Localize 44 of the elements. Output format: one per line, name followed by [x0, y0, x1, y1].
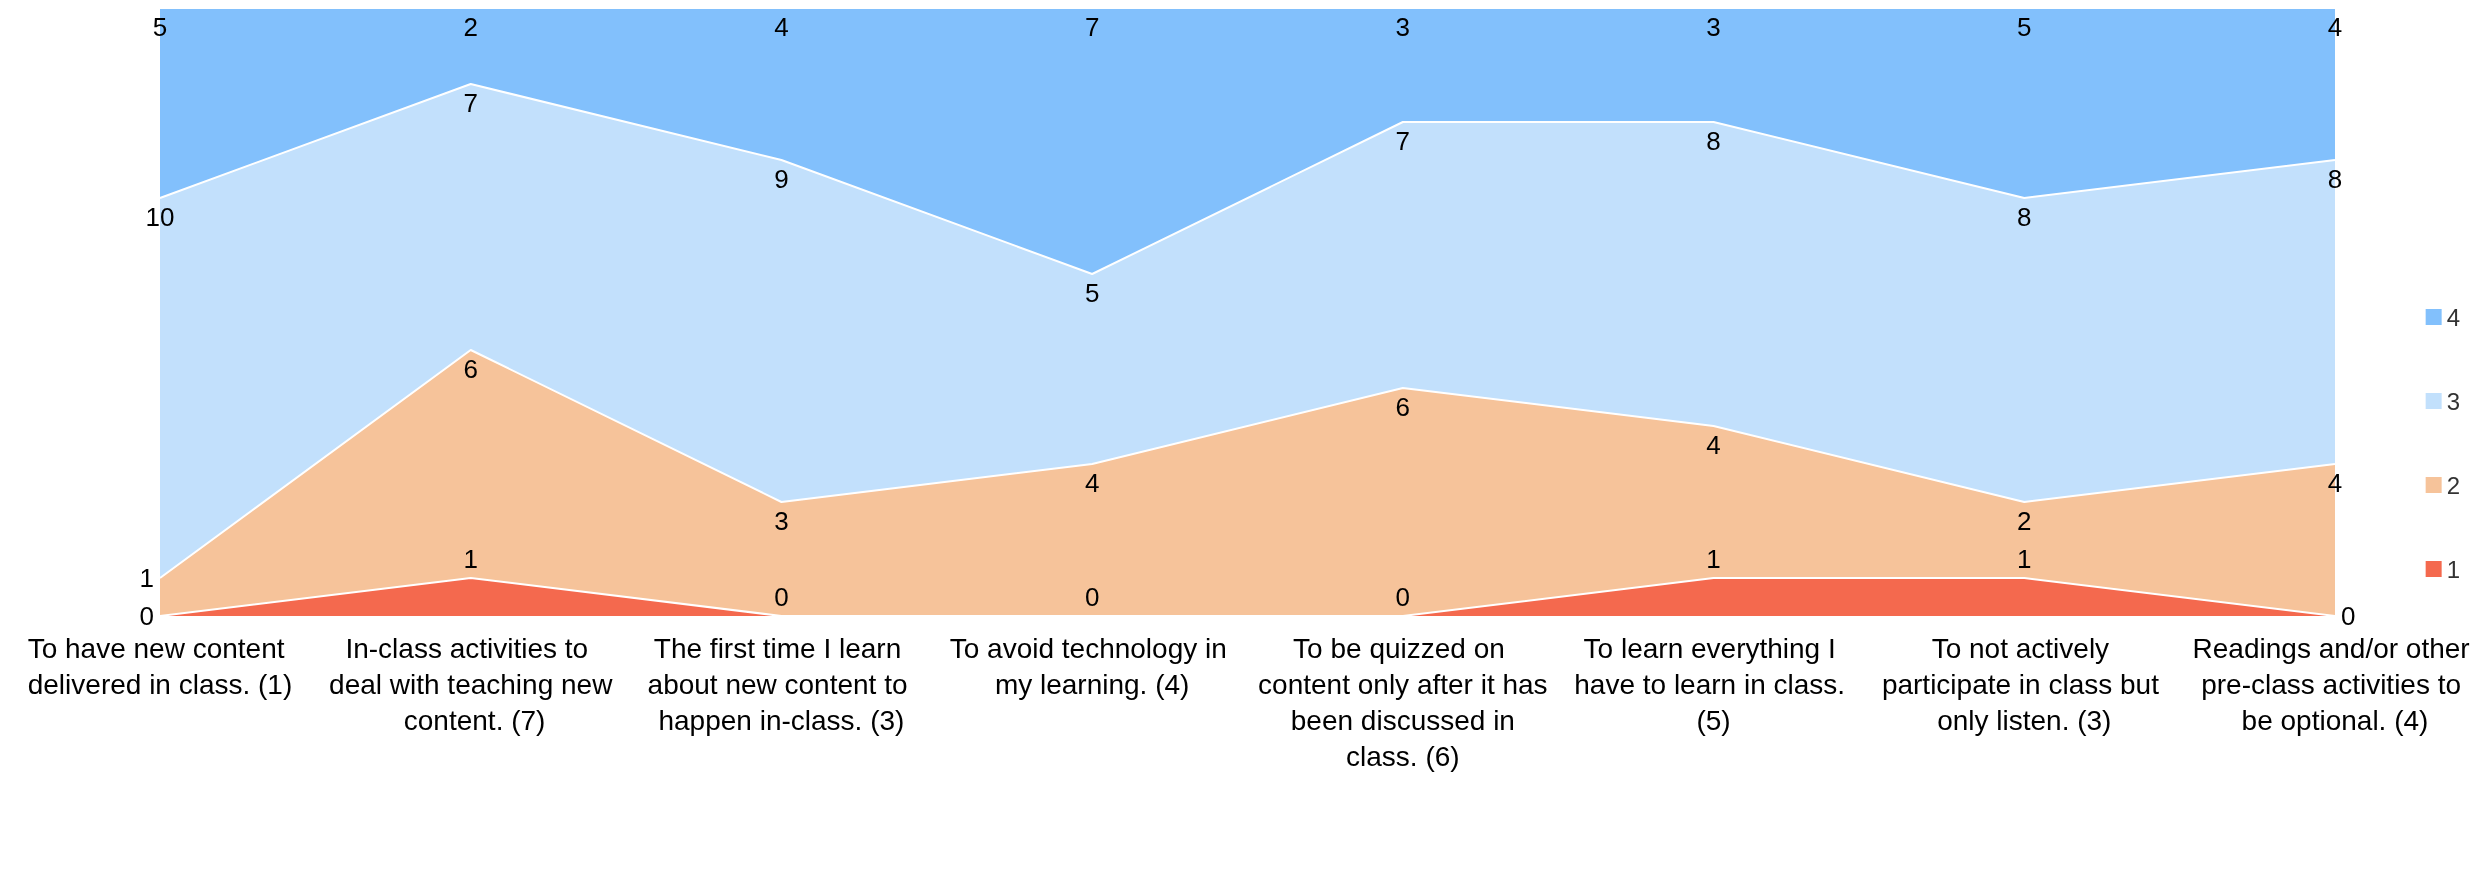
data-label: 6	[463, 354, 478, 384]
x-tick-label: To be quizzed on content only after it has been discussed in class. (6)	[1258, 632, 1548, 772]
data-label: 2	[2017, 506, 2032, 536]
x-tick-label: Readings and/or other pre-class activities to be optional. (4)	[2192, 632, 2478, 736]
x-tick-label: The first time I learn about new content to happen in-class. (3)	[647, 632, 916, 736]
legend-label: 1	[2446, 555, 2461, 583]
data-label: 1	[1706, 544, 1721, 574]
data-label: 8	[2017, 202, 2032, 232]
data-label: 8	[2327, 164, 2343, 194]
x-tick-label: To learn everything I have to learn in class. (5)	[1574, 632, 1853, 736]
data-label: 3	[774, 506, 789, 536]
data-label: 0	[1084, 582, 1100, 612]
data-label: 10	[145, 202, 175, 232]
legend-label: 3	[2446, 387, 2461, 415]
data-label: 2	[463, 12, 478, 42]
data-label: 0	[139, 601, 154, 631]
data-label: 7	[1395, 126, 1411, 156]
data-label: 1	[463, 544, 478, 574]
legend-label: 2	[2446, 471, 2461, 499]
data-label: 4	[2327, 468, 2343, 498]
x-tick-label: In-class activities to deal with teaching new content. (7)	[329, 632, 614, 736]
data-label: 5	[1084, 278, 1100, 308]
data-label: 5	[152, 12, 168, 42]
data-label: 5	[2017, 12, 2032, 42]
data-label: 0	[774, 582, 789, 612]
data-label: 6	[1395, 392, 1411, 422]
data-label: 7	[1084, 12, 1100, 42]
data-label: 4	[774, 12, 789, 42]
data-label: 7	[463, 88, 478, 118]
legend-label: 4	[2446, 303, 2461, 331]
data-label: 1	[2017, 544, 2032, 574]
data-label: 1	[139, 563, 154, 593]
x-tick-label: To avoid technology in my learning. (4)	[949, 632, 1235, 700]
x-tick-label: To not actively participate in class but only listen. (3)	[1881, 632, 2167, 736]
data-label: 0	[1395, 582, 1411, 612]
data-label: 9	[774, 164, 789, 194]
data-label: 3	[1395, 12, 1411, 42]
data-label: 4	[2327, 12, 2343, 42]
data-label: 3	[1706, 12, 1721, 42]
data-label: 4	[1084, 468, 1100, 498]
x-tick-label: To have new content delivered in class. (1)	[27, 632, 293, 700]
data-label: 0	[2341, 601, 2356, 631]
data-label: 8	[1706, 126, 1721, 156]
data-label: 4	[1706, 430, 1721, 460]
